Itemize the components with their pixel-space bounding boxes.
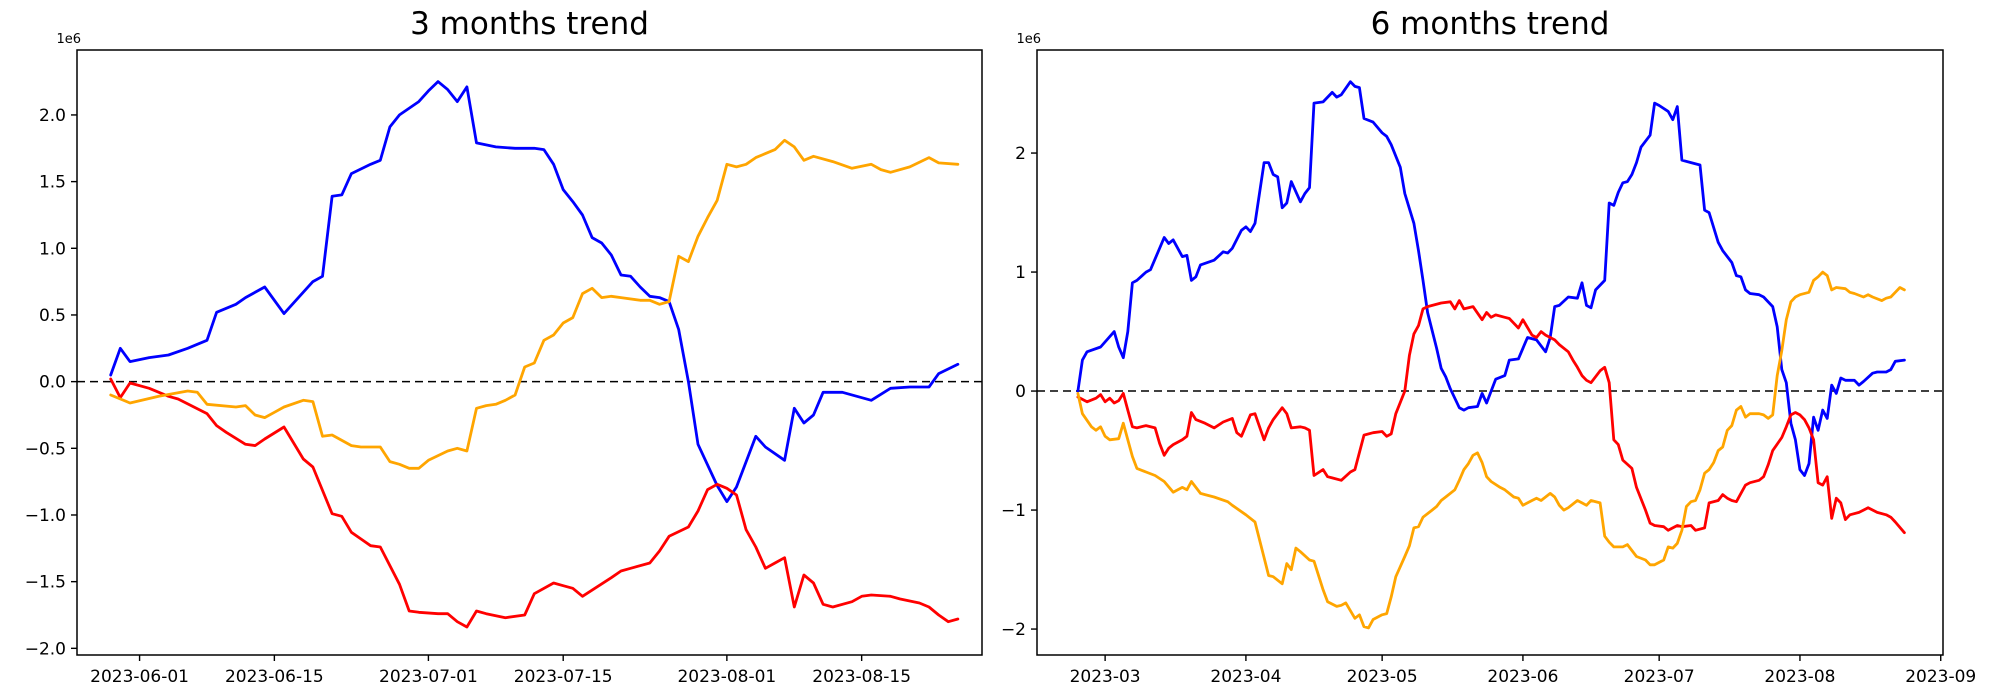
series-line-red [109, 377, 960, 629]
y-tick-label: −1 [1001, 501, 1026, 521]
y-tick-label: −1.0 [25, 506, 66, 526]
x-tick-label: 2023-06 [1487, 667, 1558, 687]
x-tick-label: 2023-05 [1347, 667, 1418, 687]
y-tick-label: −1.5 [25, 573, 66, 593]
y-offset-label: 1e6 [1016, 32, 1041, 47]
y-offset-label: 1e6 [56, 32, 81, 47]
axes-spines [76, 49, 983, 656]
y-tick-label: 2 [1015, 144, 1026, 164]
y-tick-label: −0.5 [25, 439, 66, 459]
axes-spines [1036, 49, 1944, 656]
x-tick-label: 2023-07 [1624, 667, 1695, 687]
series-line-red [1076, 299, 1906, 535]
x-tick-label: 2023-03 [1070, 667, 1141, 687]
y-tick-label: 0 [1015, 382, 1026, 402]
x-tick-label: 2023-06-15 [225, 667, 324, 687]
chart-title-3-months: 3 months trend [410, 6, 649, 42]
chart-title-6-months: 6 months trend [1370, 6, 1610, 42]
x-tick-label: 2023-04 [1210, 667, 1281, 687]
y-tick-label: 1.5 [39, 173, 66, 193]
y-tick-label: −2 [1001, 620, 1026, 640]
series-line-orange [1076, 270, 1906, 630]
y-tick-label: 0.0 [39, 373, 66, 393]
y-tick-label: 0.5 [39, 306, 66, 326]
x-tick-label: 2023-08 [1764, 667, 1835, 687]
series-line-blue [109, 80, 960, 504]
x-tick-label: 2023-07-01 [379, 667, 478, 687]
series-line-blue [1076, 80, 1906, 477]
x-tick-label: 2023-08-01 [677, 667, 776, 687]
x-tick-label: 2023-07-15 [514, 667, 613, 687]
x-tick-label: 2023-09 [1905, 667, 1976, 687]
series-line-orange [109, 138, 960, 470]
y-tick-label: 1.0 [39, 239, 66, 259]
y-tick-label: −2.0 [25, 639, 66, 659]
y-tick-label: 2.0 [39, 106, 66, 126]
x-tick-label: 2023-06-01 [90, 667, 189, 687]
x-tick-label: 2023-08-15 [812, 667, 911, 687]
y-tick-label: 1 [1015, 263, 1026, 283]
